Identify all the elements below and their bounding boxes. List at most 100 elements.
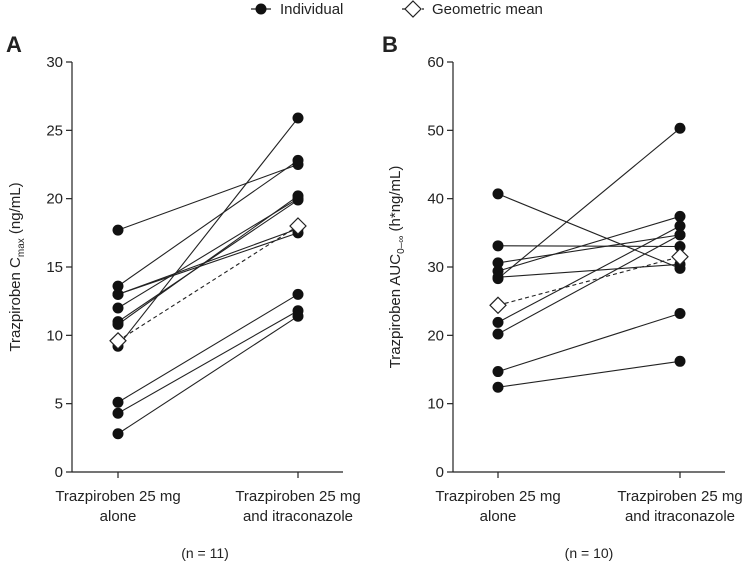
panel-b-individual-point-9-2: [674, 355, 686, 367]
panel-b-y-tick-label: 30: [427, 259, 444, 276]
panel-b-y-tick-label: 20: [427, 327, 444, 344]
panel-b-cat2-line2: and itraconazole: [625, 508, 735, 525]
panel-b-individual-point-9-1: [492, 381, 504, 393]
panel-b-categories: Trazpiroben 25 mg alone Trazpiroben 25 m…: [435, 488, 742, 525]
panel-a-points: [112, 112, 304, 440]
panel-a-y-tick-label: 30: [46, 54, 63, 71]
panel-b-y-tick-label: 0: [436, 464, 444, 481]
panel-a: A Trazpiroben Cmax (ng/mL) 051015202530 …: [6, 32, 361, 561]
panel-a-cat1-line1: Trazpiroben 25 mg: [55, 488, 180, 505]
panel-b-individual-line-9: [497, 360, 681, 388]
panel-b-axes: [452, 62, 725, 478]
panel-b-individual-line-1: [497, 193, 681, 269]
panel-a-ylabel-prefix: Trazpiroben C: [7, 257, 24, 352]
panel-b-individual-line-4: [497, 215, 681, 272]
panel-b-individual-point-8-1: [492, 366, 504, 378]
panel-a-individual-point-9-1: [112, 407, 124, 419]
panel-a-y-axis-title: Trazpiroben Cmax (ng/mL): [7, 182, 27, 351]
panel-a-y-tick-label: 10: [46, 327, 63, 344]
panel-a-geomean-point-2: [289, 217, 307, 235]
panel-a-individual-point-2-2: [292, 154, 304, 166]
panel-a-cat1-line2: alone: [100, 508, 137, 525]
panel-a-letter: A: [6, 32, 22, 57]
panel-b: B Trazpiroben AUC0–∞ (h*ng/mL) 0 10 20 30 40…: [382, 32, 743, 561]
panel-a-individual-line-7: [117, 117, 299, 347]
panel-a-individual-point-11-1: [112, 288, 124, 300]
panel-b-individual-line-7: [497, 234, 681, 335]
panel-a-ylabel-sub: max: [16, 238, 27, 257]
panel-a-y-tick-label: 5: [55, 396, 63, 413]
panel-a-individual-point-6-2: [292, 190, 304, 202]
legend: Individual Geometric mean: [251, 0, 543, 18]
panel-a-individual-point-10-2: [292, 310, 304, 322]
panel-b-points: [492, 122, 686, 393]
panel-b-individual-point-1-1: [492, 188, 504, 200]
panel-b-individual-line-5: [497, 127, 681, 280]
panel-b-individual-point-2-1: [492, 240, 504, 252]
panel-b-individual-point-8-2: [674, 307, 686, 319]
panel-a-y-tick-label: 20: [46, 191, 63, 208]
panel-a-cat2-line2: and itraconazole: [243, 508, 353, 525]
panel-a-individual-point-10-1: [112, 428, 124, 440]
panel-a-individual-point-4-1: [112, 302, 124, 314]
panel-a-individual-line-6: [117, 195, 299, 325]
panel-b-y-ticks: 0 10 20 30 40 50 60: [427, 54, 453, 481]
panel-b-ylabel-prefix: Trazpiroben AUC: [387, 254, 404, 369]
panel-a-y-tick-label: 0: [55, 464, 63, 481]
panel-a-individual-point-2-1: [112, 280, 124, 292]
panel-a-individual-point-6-1: [112, 318, 124, 330]
panel-b-cat2-line1: Trazpiroben 25 mg: [617, 488, 742, 505]
panel-b-lines: [497, 127, 681, 388]
panel-b-cat1-line2: alone: [480, 508, 517, 525]
panel-a-lines: [117, 117, 299, 435]
panel-b-ylabel-sub: 0–∞: [396, 236, 407, 254]
panel-b-y-tick-label: 60: [427, 54, 444, 71]
panel-a-axes: [71, 62, 343, 478]
panel-b-individual-line-6: [497, 225, 681, 323]
panel-b-individual-point-6-2: [674, 220, 686, 232]
panel-a-individual-point-7-2: [292, 112, 304, 124]
panel-a-individual-point-8-2: [292, 288, 304, 300]
panel-a-individual-point-1-1: [112, 224, 124, 236]
panel-b-letter: B: [382, 32, 398, 57]
panel-b-n-label: (n = 10): [565, 545, 614, 561]
panel-b-individual-point-2-2: [674, 241, 686, 252]
panel-b-individual-point-5-2: [674, 122, 686, 134]
panel-b-individual-point-7-2: [674, 229, 686, 241]
panel-a-individual-line-9: [117, 310, 299, 414]
panel-b-individual-point-10-1: [492, 271, 504, 283]
panel-a-y-ticks: 0 5 10 15 20 25 30: [46, 54, 72, 481]
legend-geomean-marker: [404, 0, 422, 18]
panel-b-individual-line-3: [497, 234, 681, 264]
panel-a-ylabel-suffix: (ng/mL): [7, 182, 24, 238]
panel-a-individual-line-10: [117, 315, 299, 435]
panel-a-y-tick-label: 15: [46, 259, 63, 276]
panel-b-geomean-point-2: [671, 247, 689, 266]
panel-b-individual-point-3-1: [492, 257, 504, 269]
panel-b-y-tick-label: 50: [427, 122, 444, 139]
panel-a-individual-line-3: [117, 228, 299, 295]
panel-b-individual-point-7-1: [492, 328, 504, 340]
panel-b-y-tick-label: 40: [427, 191, 444, 208]
panel-a-individual-line-2: [117, 159, 299, 287]
panel-a-mean: [109, 217, 307, 350]
legend-individual-label: Individual: [280, 1, 343, 18]
panel-b-mean: [489, 247, 689, 315]
panel-b-individual-point-4-2: [674, 210, 686, 222]
panel-b-geomean-line: [497, 256, 681, 306]
panel-a-individual-line-5: [117, 199, 299, 323]
panel-b-cat1-line1: Trazpiroben 25 mg: [435, 488, 560, 505]
legend-individual-marker: [255, 3, 267, 15]
panel-a-y-tick-label: 25: [46, 122, 63, 139]
panel-a-individual-point-8-1: [112, 396, 124, 408]
panel-b-y-axis-title: Trazpiroben AUC0–∞ (h*ng/mL): [387, 166, 407, 369]
panel-a-categories: Trazpiroben 25 mg alone Trazpiroben 25 m…: [55, 488, 360, 525]
panel-b-individual-line-10: [497, 263, 681, 278]
panel-b-geomean-point-1: [489, 296, 507, 315]
legend-geomean-label: Geometric mean: [432, 1, 543, 18]
panel-b-y-tick-label: 10: [427, 396, 444, 413]
panel-b-individual-point-6-1: [492, 316, 504, 328]
panel-a-n-label: (n = 11): [181, 545, 229, 561]
panel-b-ylabel-suffix: (h*ng/mL): [387, 166, 404, 236]
